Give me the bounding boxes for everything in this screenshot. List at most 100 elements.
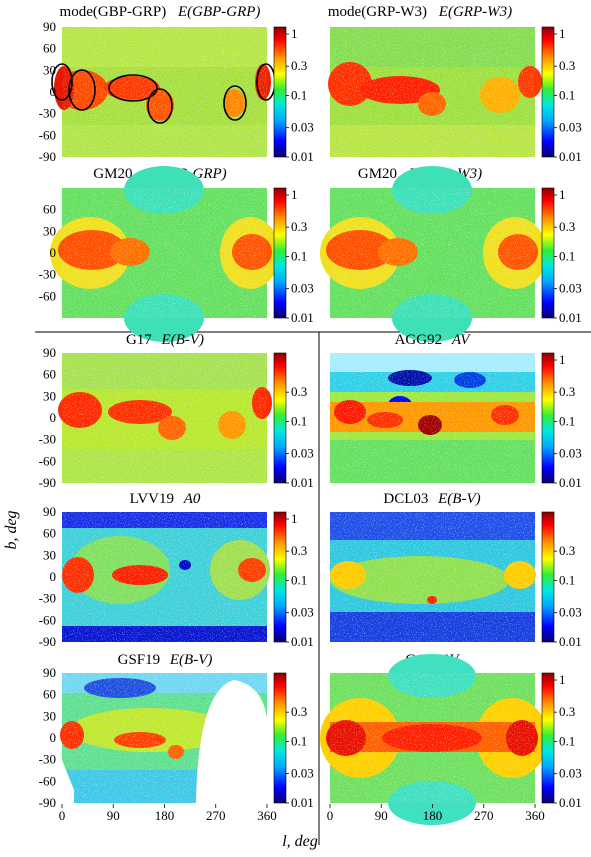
colorbar-p1: 1 0.3 0.1 0.03 0.01 xyxy=(273,26,314,164)
y-tick-label: -60 xyxy=(39,453,56,468)
panel-title: G17 E(B-V) xyxy=(126,332,204,348)
map-grain xyxy=(330,353,535,483)
x-tick-label: 270 xyxy=(206,808,226,823)
colorbar-p10: 1 0.3 0.1 0.03 0.01 xyxy=(541,672,582,810)
panel-title-main: G17 xyxy=(126,332,152,348)
y-tick-label: -30 xyxy=(39,432,56,447)
map-p6 xyxy=(330,353,535,483)
y-tick-label: 90 xyxy=(43,19,56,34)
blank-region-east xyxy=(196,680,267,803)
panel-title-main: mode(GBP-GRP) xyxy=(60,4,167,20)
colorbar-tick-label: 0.03 xyxy=(559,281,582,296)
map-grain xyxy=(62,353,267,483)
map-p9 xyxy=(60,673,267,803)
map-grain xyxy=(330,188,535,318)
colorbar-tick-label: 0.03 xyxy=(291,446,314,461)
x-tick-label: 360 xyxy=(257,808,277,823)
colorbar-gradient xyxy=(541,672,555,804)
colorbar-tick-label: 0.1 xyxy=(559,414,575,429)
colorbar-gradient xyxy=(273,672,287,804)
colorbar-tick-label: 0.1 xyxy=(291,573,307,588)
map-p8 xyxy=(330,512,536,642)
colorbar-tick-label: 0.1 xyxy=(291,414,307,429)
circled-region xyxy=(147,88,173,124)
panel-title-main: DCL03 xyxy=(383,491,428,507)
panel-title: LVV19 A0 xyxy=(130,491,201,507)
colorbar-gradient xyxy=(541,187,555,319)
y-tick-label: 90 xyxy=(43,665,56,680)
colorbar-tick-label: 0.3 xyxy=(291,704,307,719)
colorbar-tick-label: 0.3 xyxy=(291,219,307,234)
y-ticks-p1: 90 60 30 0 -30 -60 -90 xyxy=(39,19,56,164)
colorbar-tick-label: 0.1 xyxy=(559,734,575,749)
colorbar-tick-label: 0.03 xyxy=(559,766,582,781)
map-p7 xyxy=(62,512,270,642)
colorbar-tick-label: 0.03 xyxy=(559,446,582,461)
panel-title: GSF19 E(B-V) xyxy=(118,652,213,668)
panel-title-sub: E(B-V) xyxy=(161,332,204,348)
y-tick-label: 0 xyxy=(50,569,57,584)
map-p10 xyxy=(320,654,548,825)
x-tick-label: 360 xyxy=(525,808,545,823)
circled-region xyxy=(68,69,96,111)
y-tick-label: -30 xyxy=(39,106,56,121)
panel-p7: LVV19 A0 90 60 30 0 -30 -60 -90 1 0.3 0.1 0.03 0.0… xyxy=(39,491,314,649)
panel-p6: AGG92 AV 1 0.3 0.1 0.03 0.01 xyxy=(330,332,582,490)
colorbar-gradient xyxy=(273,511,287,643)
x-tick-label: 0 xyxy=(327,808,334,823)
panel-title-sub: E(GRP-W3) xyxy=(438,4,512,20)
colorbar-tick-label: 0.3 xyxy=(559,219,575,234)
y-tick-label: -90 xyxy=(39,149,56,164)
colorbar-tick-label: 1 xyxy=(559,352,566,367)
y-axis-label: b, deg xyxy=(3,510,20,549)
x-tick-label: 90 xyxy=(107,808,120,823)
map-grain xyxy=(62,188,267,318)
x-tick-label: 90 xyxy=(375,808,388,823)
colorbar-tick-label: 0.01 xyxy=(559,475,582,490)
colorbar-tick-label: 0.01 xyxy=(559,310,582,325)
colorbar-p2: 1 0.3 0.1 0.03 0.01 xyxy=(541,26,582,164)
colorbar-tick-label: 0.3 xyxy=(291,58,307,73)
colorbar-tick-label: 0.3 xyxy=(559,704,575,719)
colorbar-tick-label: 0.01 xyxy=(291,634,314,649)
panel-title-main: GM20 xyxy=(93,166,132,182)
map-grain xyxy=(62,512,267,642)
panel-title-sub: AV xyxy=(451,332,471,348)
panel-title-main: GM20 xyxy=(358,166,397,182)
colorbar-tick-label: 1 xyxy=(291,26,298,41)
panel-title-main: GSF19 xyxy=(118,652,161,668)
x-tick-label: 180 xyxy=(423,808,443,823)
panel-title-sub: E(B-V) xyxy=(437,491,480,507)
panel-title: mode(GBP-GRP) E(GBP-GRP) xyxy=(60,4,261,20)
colorbar-gradient xyxy=(541,26,555,158)
panel-p8: DCL03 E(B-V) 0.3 0.1 0.03 0.01 xyxy=(330,491,582,649)
y-ticks-p9: 90 60 30 0 -30 -60 -90 xyxy=(39,665,56,810)
map-grain xyxy=(330,512,535,642)
panel-p2: mode(GRP-W3) E(GRP-W3) 1 0.3 0.1 0.03 0.01 xyxy=(328,4,582,164)
y-tick-label: 0 xyxy=(50,84,57,99)
y-tick-label: -30 xyxy=(39,752,56,767)
circled-region xyxy=(51,63,73,101)
y-tick-label: 60 xyxy=(43,202,56,217)
y-tick-label: 30 xyxy=(43,388,56,403)
panel-title-main: mode(GRP-W3) xyxy=(328,4,427,20)
y-tick-label: -60 xyxy=(39,127,56,142)
y-tick-label: 0 xyxy=(50,410,57,425)
colorbar-p6: 1 0.3 0.1 0.03 0.01 xyxy=(541,352,582,490)
x-tick-label: 270 xyxy=(474,808,494,823)
panel-title-sub: A0 xyxy=(183,491,201,507)
colorbar-gradient xyxy=(273,26,287,158)
y-tick-label: 30 xyxy=(43,547,56,562)
colorbar-gradient xyxy=(273,187,287,319)
y-ticks-p7: 90 60 30 0 -30 -60 -90 xyxy=(39,504,56,649)
panel-title-sub: E(GBP-GRP) xyxy=(177,4,260,20)
colorbar-tick-label: 0.3 xyxy=(559,384,575,399)
x-ticks-left: 0 90 180 270 360 xyxy=(59,804,277,823)
y-tick-label: -30 xyxy=(39,591,56,606)
y-ticks-p5: 90 60 30 0 -30 -60 -90 xyxy=(39,345,56,490)
colorbar-tick-label: 1 xyxy=(559,26,566,41)
